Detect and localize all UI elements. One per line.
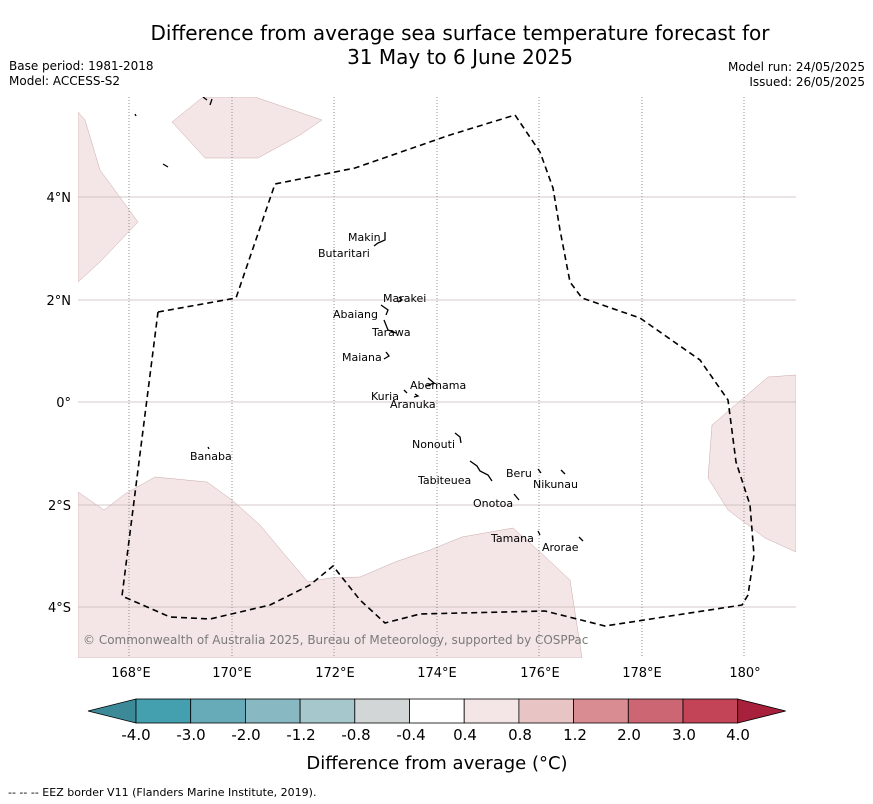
lon-label: 174°E — [417, 666, 457, 681]
colorbar-segment — [354, 698, 410, 724]
eez-border — [121, 114, 755, 627]
lon-label: 178°E — [622, 666, 662, 681]
copyright-notice: © Commonwealth of Australia 2025, Bureau… — [83, 633, 588, 647]
title-line-2: 31 May to 6 June 2025 — [347, 45, 573, 69]
colorbar-tick: 1.2 — [563, 726, 587, 744]
meta-right: Model run: 24/05/2025 Issued: 26/05/2025 — [728, 60, 865, 90]
colorbar-tick: -0.4 — [396, 726, 425, 744]
colorbar — [87, 698, 786, 724]
colorbar-segment — [244, 698, 301, 724]
lon-label: 180° — [729, 666, 760, 681]
anomaly-region-north — [171, 97, 323, 159]
island-arorae — [578, 536, 584, 542]
place-label: Beru — [506, 467, 532, 480]
colorbar-segment — [299, 698, 356, 724]
island-makin-butaritari — [373, 232, 386, 247]
island-tarawa — [383, 319, 397, 334]
place-label: Aranuka — [390, 398, 436, 411]
place-label: Onotoa — [473, 497, 513, 510]
lon-label: 168°E — [111, 666, 151, 681]
colorbar-extend-high — [737, 698, 786, 724]
place-label: Tarawa — [371, 326, 411, 339]
island-north-a — [134, 113, 137, 117]
colorbar-segment — [409, 698, 465, 724]
lat-label: 4°S — [48, 601, 71, 616]
island-onotoa — [513, 493, 520, 501]
colorbar-tick: 0.8 — [508, 726, 532, 744]
lon-label: 172°E — [315, 666, 355, 681]
place-label: Tabiteuea — [417, 474, 471, 487]
place-label: Marakei — [383, 292, 426, 305]
island-north-c — [202, 97, 213, 106]
colorbar-extend-low — [87, 698, 137, 724]
colorbar-tick: -1.2 — [286, 726, 315, 744]
colorbar-tick: -3.0 — [176, 726, 205, 744]
island-abemama — [425, 377, 436, 387]
island-marakei — [397, 296, 404, 303]
island-abaiang — [380, 304, 389, 316]
place-label: Nonouti — [412, 438, 455, 451]
place-label: Kuria — [371, 390, 399, 403]
island-banaba — [207, 446, 210, 450]
place-label: Butaritari — [318, 247, 370, 260]
colorbar-tick: 4.0 — [726, 726, 750, 744]
place-label: Tamana — [490, 532, 534, 545]
place-label: Maiana — [342, 351, 382, 364]
island-nikunau — [560, 469, 566, 475]
colorbar-tick: -0.8 — [341, 726, 370, 744]
island-kuria — [403, 389, 408, 394]
island-maiana — [383, 351, 390, 360]
island-tabiteuea — [469, 460, 493, 482]
island-north-b — [162, 163, 169, 168]
base-period: Base period: 1981-2018 — [9, 59, 154, 73]
colorbar-segment — [190, 698, 246, 724]
colorbar-segment — [627, 698, 684, 724]
place-label: Abaiang — [333, 308, 378, 321]
colorbar-tick: 0.4 — [453, 726, 477, 744]
longitude-labels: 168°E 170°E 172°E 174°E 176°E 178°E 180° — [111, 666, 760, 681]
lat-label: 0° — [56, 396, 71, 411]
colorbar-tick-labels: -4.0 -3.0 -2.0 -1.2 -0.8 -0.4 0.4 0.8 1.… — [121, 726, 750, 744]
colorbar-segment — [573, 698, 629, 724]
colorbar-tick: 3.0 — [672, 726, 696, 744]
island-aranuka — [413, 393, 420, 398]
latitude-labels: 4°N 2°N 0° 2°S 4°S — [47, 191, 72, 616]
map-area: Makin Butaritari Marakei Abaiang Tarawa … — [78, 97, 796, 658]
island-tamana — [537, 530, 541, 536]
colorbar-segment — [135, 698, 192, 724]
colorbar-tick: 2.0 — [617, 726, 641, 744]
place-label: Nikunau — [533, 478, 578, 491]
island-nonouti — [454, 432, 462, 444]
place-label: Banaba — [190, 450, 232, 463]
model-name: Model: ACCESS-S2 — [9, 74, 121, 88]
colorbar-tick: -2.0 — [231, 726, 260, 744]
lon-label: 170°E — [212, 666, 252, 681]
model-run: Model run: 24/05/2025 — [727, 60, 865, 74]
map-gridlines — [78, 196, 796, 608]
islands — [134, 97, 584, 542]
place-labels: Makin Butaritari Marakei Abaiang Tarawa … — [190, 231, 579, 554]
colorbar-tick: -4.0 — [121, 726, 150, 744]
lat-label: 2°N — [47, 294, 72, 309]
map-meridians — [128, 97, 745, 658]
place-label: Abemama — [410, 379, 466, 392]
eez-legend-note: -- -- -- EEZ border V11 (Flanders Marine… — [8, 786, 317, 799]
lon-label: 176°E — [520, 666, 560, 681]
place-label: Makin — [348, 231, 381, 244]
title-line-1: Difference from average sea surface temp… — [150, 21, 770, 45]
lat-label: 4°N — [47, 191, 72, 206]
colorbar-segment — [518, 698, 575, 724]
island-beru — [537, 468, 542, 474]
lat-label: 2°S — [48, 499, 71, 514]
issued-date: Issued: 26/05/2025 — [749, 75, 865, 89]
meta-left: Base period: 1981-2018 Model: ACCESS-S2 — [9, 59, 154, 89]
colorbar-segment — [682, 698, 739, 724]
place-label: Arorae — [542, 541, 579, 554]
colorbar-label: Difference from average (°C) — [306, 753, 567, 774]
colorbar-segment — [463, 698, 520, 724]
map-title: Difference from average sea surface temp… — [60, 21, 860, 69]
